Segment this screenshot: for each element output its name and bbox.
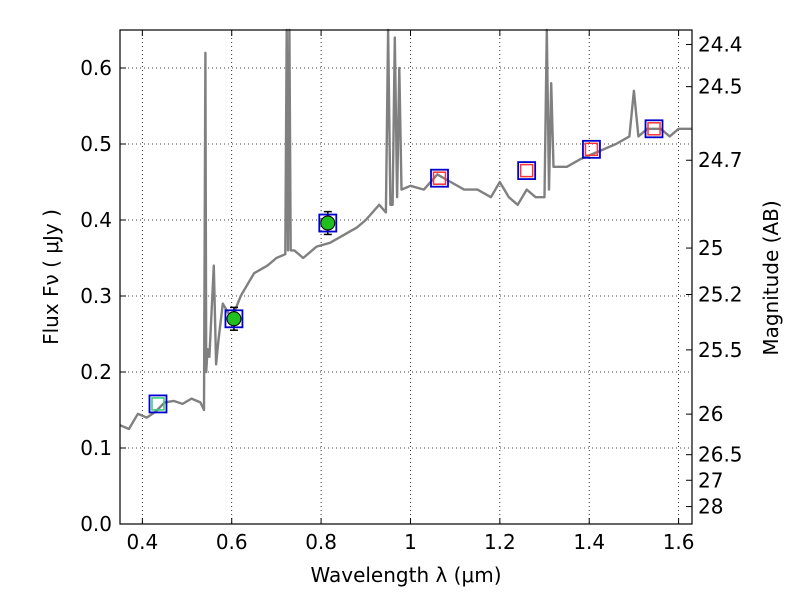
- right-tick-label: 24.4: [698, 32, 743, 56]
- right-tick-label: 25.5: [698, 338, 743, 362]
- y-axis: 0.0 0.1 0.2 0.3 0.4 0.5 0.6: [80, 56, 126, 536]
- model-photometry-box: [318, 213, 338, 233]
- right-tick-label: 28: [698, 495, 723, 519]
- model-photometry-box: [582, 139, 601, 159]
- nondetection-marker: [584, 142, 599, 157]
- x-tick-label: 0.4: [126, 530, 158, 554]
- model-spectrum-line: [119, 28, 692, 431]
- detection-marker: [320, 215, 336, 231]
- right-tick-label: 27: [698, 468, 723, 492]
- y-tick-label: 0.1: [80, 436, 112, 460]
- x-axis: 0.4 0.6 0.8 1 1.2 1.4 1.6: [126, 30, 695, 554]
- model-photometry-box: [148, 394, 168, 414]
- nondetection-marker: [432, 171, 447, 185]
- right-tick-label: 24.5: [698, 75, 743, 99]
- x-tick-label: 1.6: [663, 530, 695, 554]
- x-tick-label: 0.8: [305, 530, 337, 554]
- nondetection-marker: [151, 397, 165, 411]
- y-axis-label: Flux Fν ( μJy ): [39, 209, 63, 345]
- right-tick-label: 25: [698, 236, 723, 260]
- model-spectrum: [119, 28, 692, 431]
- model-photometry-box: [517, 161, 537, 181]
- photometry-markers: [148, 119, 664, 414]
- right-tick-label: 26: [698, 402, 723, 426]
- right-tick-label: 26.5: [698, 443, 743, 467]
- model-photometry-box: [644, 119, 664, 139]
- right-tick-label: 25.2: [698, 282, 743, 306]
- nondetection-marker: [519, 163, 534, 178]
- y-tick-label: 0.3: [80, 284, 112, 308]
- y-tick-label: 0.6: [80, 56, 112, 80]
- x-axis-label: Wavelength λ (μm): [310, 563, 501, 587]
- plot-frame: [119, 29, 693, 525]
- right-axis: 24.4 24.5 24.7 25 25.2 25.5 26 26.527 28: [686, 32, 743, 519]
- x-tick-label: 0.6: [216, 530, 248, 554]
- model-photometry-box: [430, 168, 449, 188]
- y-tick-label: 0.4: [80, 208, 112, 232]
- y-tick-label: 0.5: [80, 132, 112, 156]
- detection-marker: [226, 311, 242, 327]
- x-tick-label: 1.2: [484, 530, 516, 554]
- y-tick-label: 0.0: [80, 512, 112, 536]
- model-photometry-box: [224, 309, 244, 329]
- right-tick-label: 24.7: [698, 148, 743, 172]
- x-tick-label: 1: [404, 530, 417, 554]
- nondetection-marker: [647, 122, 661, 136]
- x-tick-label: 1.4: [573, 530, 605, 554]
- y-tick-label: 0.2: [80, 360, 112, 384]
- right-axis-label: Magnitude (AB): [759, 200, 783, 355]
